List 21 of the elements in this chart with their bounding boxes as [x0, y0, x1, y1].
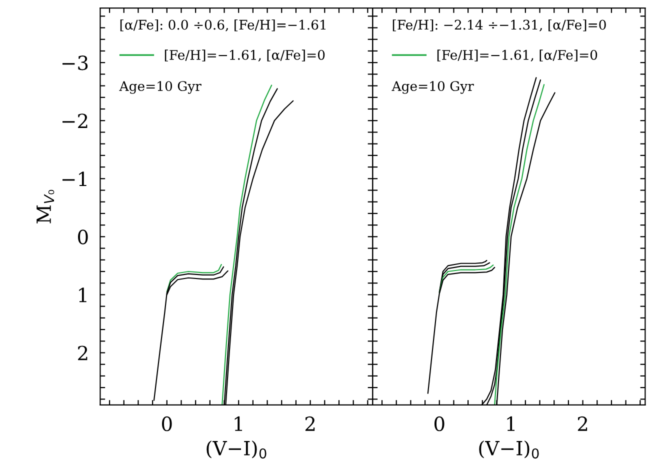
x-tick-label: 1: [234, 416, 242, 431]
y-tick-label: −2: [62, 114, 88, 128]
x-tick-label: 2: [578, 416, 588, 431]
x-axis-title: (V−I)$_{0}$: [206, 440, 266, 459]
x-tick-label: 0: [162, 416, 172, 432]
x-axis-title: (V−I)$_{0}$: [479, 440, 539, 459]
y-tick-label: −1: [62, 172, 86, 186]
y-tick-label: 0: [78, 230, 88, 244]
y-tick-label: 2: [78, 346, 88, 360]
annotation: Age=10 Gyr: [119, 81, 202, 94]
legend-label: [Fe/H]=−1.61, [α/Fe]=0: [164, 50, 325, 62]
annotation: [α/Fe]: 0.0 ÷0.6, [Fe/H]=−1.61: [120, 20, 326, 32]
y-axis-title: M$_{V₀}$: [36, 190, 54, 224]
legend-label: [Fe/H]=−1.61, [α/Fe]=0: [437, 50, 598, 62]
y-tick-label: −3: [62, 56, 88, 70]
annotation: Age=10 Gyr: [392, 81, 474, 94]
x-tick-label: 0: [434, 416, 444, 432]
annotation: [Fe/H]: −2.14 ÷−1.31, [α/Fe]=0: [392, 20, 606, 32]
x-tick-label: 1: [507, 416, 515, 431]
y-tick-label: 1: [79, 288, 86, 302]
x-tick-label: 2: [305, 416, 315, 431]
